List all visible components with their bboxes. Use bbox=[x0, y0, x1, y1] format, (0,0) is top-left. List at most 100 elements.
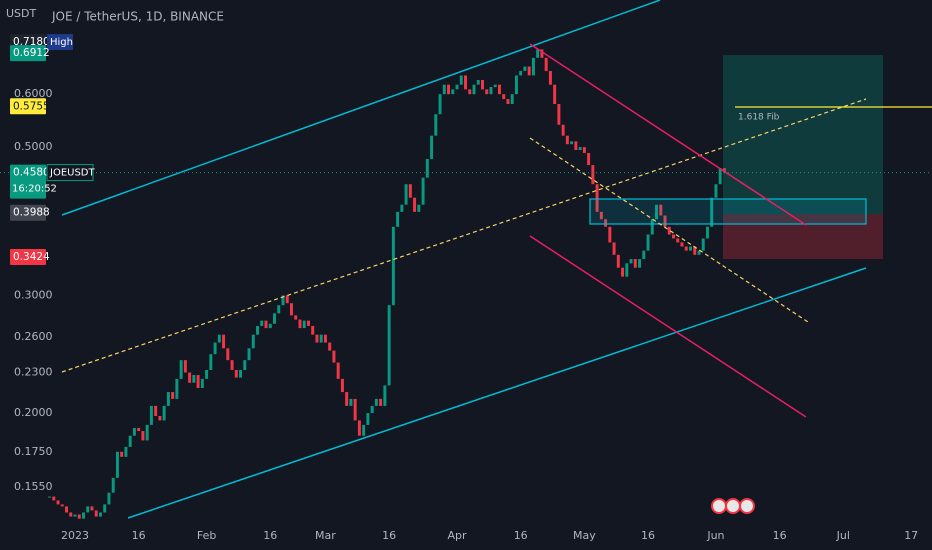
candle bbox=[616, 254, 620, 268]
candle bbox=[124, 446, 128, 457]
candle bbox=[485, 89, 489, 95]
candle bbox=[370, 405, 374, 414]
channel-lower bbox=[127, 267, 867, 519]
candle bbox=[217, 334, 221, 343]
drawings: 1.618 Fib bbox=[61, 0, 932, 519]
candle bbox=[90, 506, 94, 511]
candle bbox=[655, 204, 659, 220]
candle bbox=[489, 87, 493, 95]
candle bbox=[714, 184, 718, 198]
candle bbox=[417, 204, 421, 212]
candle bbox=[226, 348, 230, 361]
candle bbox=[132, 427, 136, 436]
candle bbox=[128, 435, 132, 447]
price-tag-label: 0.3988 bbox=[13, 207, 50, 219]
candle bbox=[209, 354, 213, 370]
candle bbox=[510, 94, 514, 105]
candle bbox=[400, 204, 404, 212]
candle bbox=[65, 506, 68, 513]
candle bbox=[48, 496, 52, 498]
candle bbox=[663, 215, 667, 227]
price-tag-label: 0.6912 bbox=[13, 47, 50, 59]
candle bbox=[408, 184, 412, 198]
candle bbox=[154, 405, 158, 416]
candle bbox=[94, 510, 98, 517]
candle bbox=[98, 512, 102, 517]
candle bbox=[514, 75, 518, 95]
candle bbox=[256, 325, 260, 335]
x-tick-label: Jul bbox=[836, 529, 850, 542]
candle bbox=[107, 492, 111, 505]
candle bbox=[319, 334, 323, 343]
candle bbox=[680, 242, 684, 247]
candle bbox=[561, 124, 565, 136]
candle bbox=[608, 226, 612, 243]
channel-upper bbox=[61, 0, 661, 216]
candle bbox=[459, 75, 463, 85]
event-icon bbox=[711, 498, 727, 514]
candle bbox=[565, 135, 569, 145]
candle bbox=[404, 184, 408, 205]
candle bbox=[285, 295, 289, 304]
profit-zone bbox=[723, 55, 883, 214]
price-tag-box bbox=[10, 249, 46, 266]
candle bbox=[52, 496, 56, 501]
price-tag-label: 0.3424 bbox=[13, 251, 50, 263]
price-tag: 0.4580 16:20:52 JOEUSDT bbox=[10, 164, 96, 199]
candle bbox=[536, 49, 540, 58]
candle bbox=[362, 424, 366, 436]
candle bbox=[612, 242, 616, 255]
currency-label: USDT bbox=[6, 7, 37, 20]
candle bbox=[311, 325, 315, 335]
candle bbox=[591, 165, 595, 185]
candle bbox=[251, 334, 255, 349]
candle bbox=[171, 392, 175, 399]
candle bbox=[633, 259, 637, 268]
candle bbox=[519, 70, 523, 76]
candle bbox=[693, 246, 697, 255]
y-tick-label: 0.2000 bbox=[14, 406, 53, 419]
x-tick-label: 17 bbox=[904, 529, 918, 542]
candle bbox=[277, 305, 281, 314]
x-tick-label: Feb bbox=[197, 529, 216, 542]
candle bbox=[455, 84, 459, 90]
candle bbox=[659, 204, 663, 216]
candle bbox=[374, 398, 378, 406]
candle bbox=[451, 89, 455, 95]
candle bbox=[506, 99, 510, 105]
y-tick-label: 0.1550 bbox=[14, 480, 53, 493]
price-tag-label: 0.7180 bbox=[13, 36, 50, 48]
candle bbox=[86, 506, 90, 513]
candle bbox=[137, 427, 141, 432]
candle bbox=[481, 80, 484, 90]
candle bbox=[166, 392, 170, 406]
candle bbox=[425, 158, 429, 178]
candle bbox=[145, 424, 149, 441]
candle bbox=[73, 514, 77, 517]
candle bbox=[234, 369, 238, 378]
candle bbox=[599, 211, 603, 220]
candle bbox=[175, 378, 179, 399]
candle bbox=[421, 177, 425, 205]
candle bbox=[438, 94, 442, 115]
candle bbox=[323, 334, 327, 343]
candle bbox=[688, 246, 692, 251]
candle bbox=[604, 219, 608, 227]
candle bbox=[56, 500, 60, 505]
candle bbox=[340, 378, 344, 393]
candle bbox=[722, 168, 726, 173]
candle bbox=[684, 246, 688, 251]
x-tick-label: 16 bbox=[641, 529, 655, 542]
falling-lower bbox=[529, 235, 807, 418]
candle bbox=[183, 360, 187, 373]
candle bbox=[115, 451, 119, 478]
candle bbox=[383, 385, 387, 406]
x-tick-label: 2023 bbox=[61, 529, 89, 542]
candle bbox=[574, 141, 578, 151]
candle bbox=[162, 405, 166, 421]
candle bbox=[557, 104, 561, 125]
candle bbox=[315, 334, 319, 343]
price-tag-label: 0.5755 bbox=[13, 100, 50, 112]
x-tick-label: Jun bbox=[706, 529, 724, 542]
